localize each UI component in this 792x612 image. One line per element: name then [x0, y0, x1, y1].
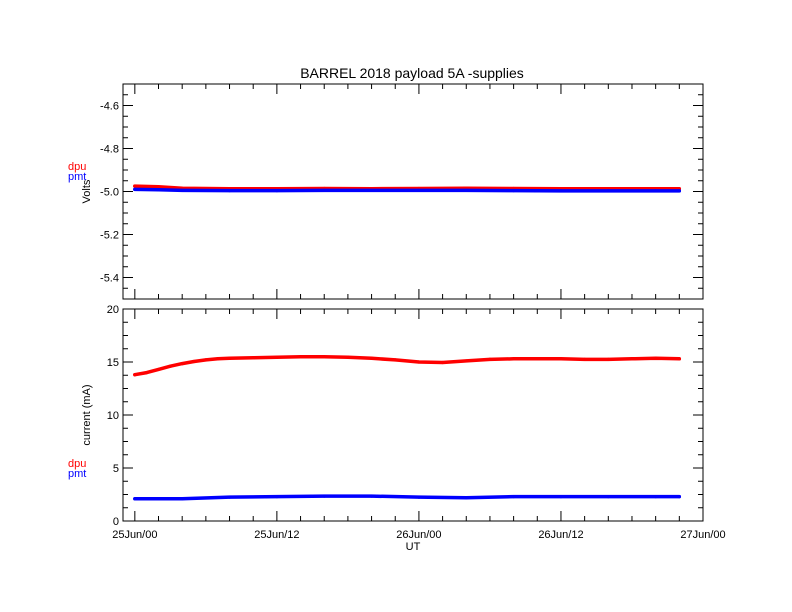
y-axis-label: Volts: [81, 179, 93, 203]
y-axis-label: current (mA): [81, 384, 93, 445]
data-point-dpu: [227, 356, 232, 360]
data-point-pmt: [464, 496, 468, 500]
data-point-pmt: [677, 189, 681, 193]
data-point-pmt: [559, 189, 563, 193]
data-point-dpu: [346, 355, 350, 359]
chart-title: BARREL 2018 payload 5A -supplies: [300, 65, 524, 81]
data-point-dpu: [216, 357, 220, 361]
data-point-dpu: [677, 357, 681, 361]
data-point-dpu: [630, 357, 634, 361]
data-point-pmt: [322, 494, 326, 498]
data-point-pmt: [180, 188, 184, 193]
legend-entry-dpu: dpu: [68, 458, 86, 470]
data-point-pmt: [227, 189, 232, 193]
data-point-dpu: [133, 373, 137, 377]
data-point-dpu: [204, 358, 208, 362]
data-point-pmt: [654, 189, 658, 193]
data-point-dpu: [251, 356, 255, 360]
data-point-dpu: [168, 364, 172, 368]
data-point-pmt: [275, 495, 279, 499]
series-line-dpu: [133, 354, 682, 377]
series-line-pmt: [133, 187, 682, 193]
x-tick-label: 26Jun/12: [538, 529, 583, 541]
y-tick-label: -5.4: [100, 273, 119, 285]
data-point-pmt: [606, 495, 610, 499]
series-line-pmt: [133, 494, 682, 501]
data-point-pmt: [227, 495, 232, 499]
data-point-pmt: [606, 189, 610, 193]
data-point-pmt: [512, 495, 516, 499]
y-tick-label: -4.6: [100, 101, 119, 113]
legend-entry-dpu: dpu: [68, 161, 86, 173]
data-point-dpu: [512, 357, 516, 361]
data-point-pmt: [133, 497, 137, 501]
data-point-dpu: [156, 367, 161, 372]
data-point-dpu: [535, 357, 539, 361]
plot-frame: [122, 308, 704, 522]
y-tick-label: 5: [113, 463, 119, 475]
data-point-dpu: [298, 355, 303, 359]
data-point-dpu: [275, 355, 279, 359]
data-point-dpu: [393, 358, 397, 362]
data-point-dpu: [180, 361, 184, 366]
data-point-dpu: [156, 185, 161, 189]
data-point-pmt: [559, 495, 563, 499]
y-tick-label: 10: [107, 410, 119, 422]
data-point-dpu: [654, 356, 658, 360]
data-point-pmt: [133, 187, 137, 191]
y-tick-label: -5.2: [100, 230, 119, 242]
data-point-pmt: [275, 189, 279, 193]
data-point-dpu: [192, 359, 196, 364]
y-tick-label: 0: [113, 516, 119, 528]
x-tick-label: 26Jun/00: [396, 529, 441, 541]
data-point-pmt: [180, 497, 184, 501]
data-point-dpu: [369, 356, 374, 360]
data-point-pmt: [156, 188, 161, 192]
y-tick-label: 15: [107, 357, 119, 369]
data-point-dpu: [606, 357, 610, 361]
x-tick-label: 27Jun/00: [680, 529, 725, 541]
data-point-dpu: [133, 184, 137, 188]
series-line-dpu: [133, 184, 682, 191]
x-tick-label: 25Jun/00: [112, 529, 157, 541]
data-point-pmt: [369, 494, 374, 498]
x-tick-label: 25Jun/12: [254, 529, 299, 541]
data-point-dpu: [464, 359, 468, 363]
data-point-pmt: [464, 188, 468, 193]
data-point-pmt: [322, 188, 326, 193]
legend-entry-pmt: pmt: [68, 171, 86, 183]
data-point-dpu: [322, 355, 326, 359]
data-point-pmt: [417, 188, 421, 193]
data-point-pmt: [369, 188, 374, 193]
data-point-dpu: [417, 360, 421, 364]
x-axis-label: UT: [406, 541, 421, 553]
data-point-dpu: [488, 357, 492, 361]
data-point-pmt: [417, 495, 421, 499]
legend-entry-pmt: pmt: [68, 468, 86, 480]
data-point-pmt: [654, 495, 658, 499]
data-point-dpu: [145, 371, 149, 375]
y-tick-label: 20: [107, 304, 119, 316]
data-point-pmt: [677, 495, 681, 499]
y-tick-label: -4.8: [100, 144, 119, 156]
data-point-dpu: [440, 360, 445, 365]
data-point-pmt: [512, 189, 516, 193]
data-point-dpu: [583, 357, 587, 361]
y-tick-label: -5.0: [100, 187, 119, 199]
data-point-dpu: [559, 357, 563, 361]
